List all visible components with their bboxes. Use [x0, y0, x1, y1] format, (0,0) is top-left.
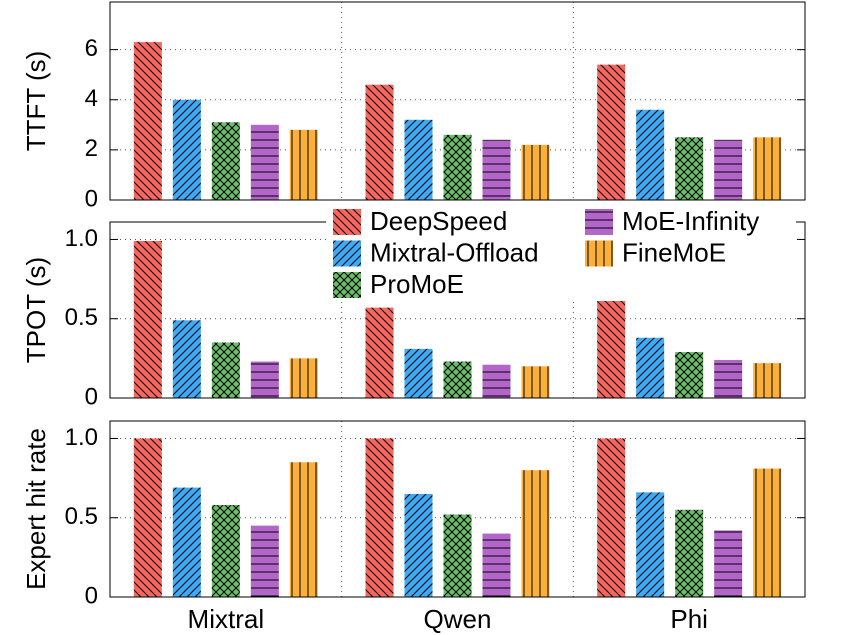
- y-axis-label: TTFT (s): [21, 51, 51, 152]
- legend-label: ProMoE: [370, 269, 464, 299]
- bar: [172, 99, 201, 200]
- y-tick-label: 4: [85, 85, 98, 112]
- bar: [250, 361, 279, 398]
- bar: [250, 124, 279, 200]
- y-axis-label: TPOT (s): [21, 257, 51, 363]
- bar: [289, 129, 318, 200]
- y-tick-label: 0.5: [65, 304, 98, 331]
- legend-swatch: [333, 209, 361, 235]
- bar: [753, 363, 782, 398]
- bar: [753, 137, 782, 200]
- bar: [404, 493, 433, 597]
- bar: [172, 487, 201, 597]
- legend-swatch: [333, 272, 361, 298]
- plot-frame: [109, 1, 806, 201]
- bar: [597, 283, 626, 398]
- y-tick-label: 6: [85, 35, 98, 62]
- bar: [443, 361, 472, 398]
- bar: [289, 462, 318, 597]
- y-tick-label: 0: [85, 582, 98, 609]
- legend-label: MoE-Infinity: [622, 206, 759, 236]
- bar: [482, 139, 511, 200]
- bar: [482, 364, 511, 398]
- bar: [365, 438, 394, 597]
- x-tick-label: Mixtral: [188, 604, 265, 634]
- bar: [753, 468, 782, 597]
- bar: [597, 438, 626, 597]
- bar: [714, 139, 743, 200]
- y-tick-label: 0: [85, 383, 98, 410]
- bar: [482, 533, 511, 597]
- bar: [211, 505, 240, 597]
- legend-label: FineMoE: [622, 237, 726, 267]
- y-axis-label: Expert hit rate: [21, 428, 51, 590]
- y-tick-label: 1.0: [65, 225, 98, 252]
- y-tick-label: 2: [85, 135, 98, 162]
- y-tick-label: 0.5: [65, 503, 98, 530]
- bar: [133, 42, 162, 201]
- bar: [675, 509, 704, 597]
- bar: [636, 492, 665, 597]
- bar: [636, 337, 665, 398]
- bar: [365, 84, 394, 200]
- legend-swatch: [585, 240, 613, 267]
- legend-label: Mixtral-Offload: [370, 237, 539, 267]
- bar: [521, 470, 550, 597]
- bar: [714, 530, 743, 597]
- y-tick-label: 1.0: [65, 424, 98, 451]
- y-tick-label: 0: [85, 185, 98, 212]
- bar: [211, 122, 240, 200]
- legend-swatch: [585, 209, 613, 235]
- x-tick-label: Qwen: [424, 604, 492, 634]
- bar: [521, 366, 550, 398]
- legend-label: DeepSpeed: [370, 206, 507, 236]
- legend-swatch: [333, 240, 361, 267]
- bar: [133, 438, 162, 597]
- bar: [250, 525, 279, 597]
- bar: [597, 64, 626, 200]
- bar: [172, 320, 201, 398]
- bar: [675, 137, 704, 200]
- bar: [404, 348, 433, 398]
- bar: [636, 109, 665, 200]
- bar: [365, 307, 394, 398]
- bar: [521, 144, 550, 200]
- bar: [675, 352, 704, 398]
- bar: [443, 134, 472, 200]
- bar: [443, 514, 472, 597]
- legend-background: [326, 205, 796, 301]
- x-tick-label: Phi: [670, 604, 708, 634]
- bar: [133, 241, 162, 398]
- bar: [289, 358, 318, 398]
- bar: [714, 359, 743, 398]
- bar: [211, 342, 240, 398]
- bar: [404, 119, 433, 200]
- plot-frame: [109, 420, 806, 598]
